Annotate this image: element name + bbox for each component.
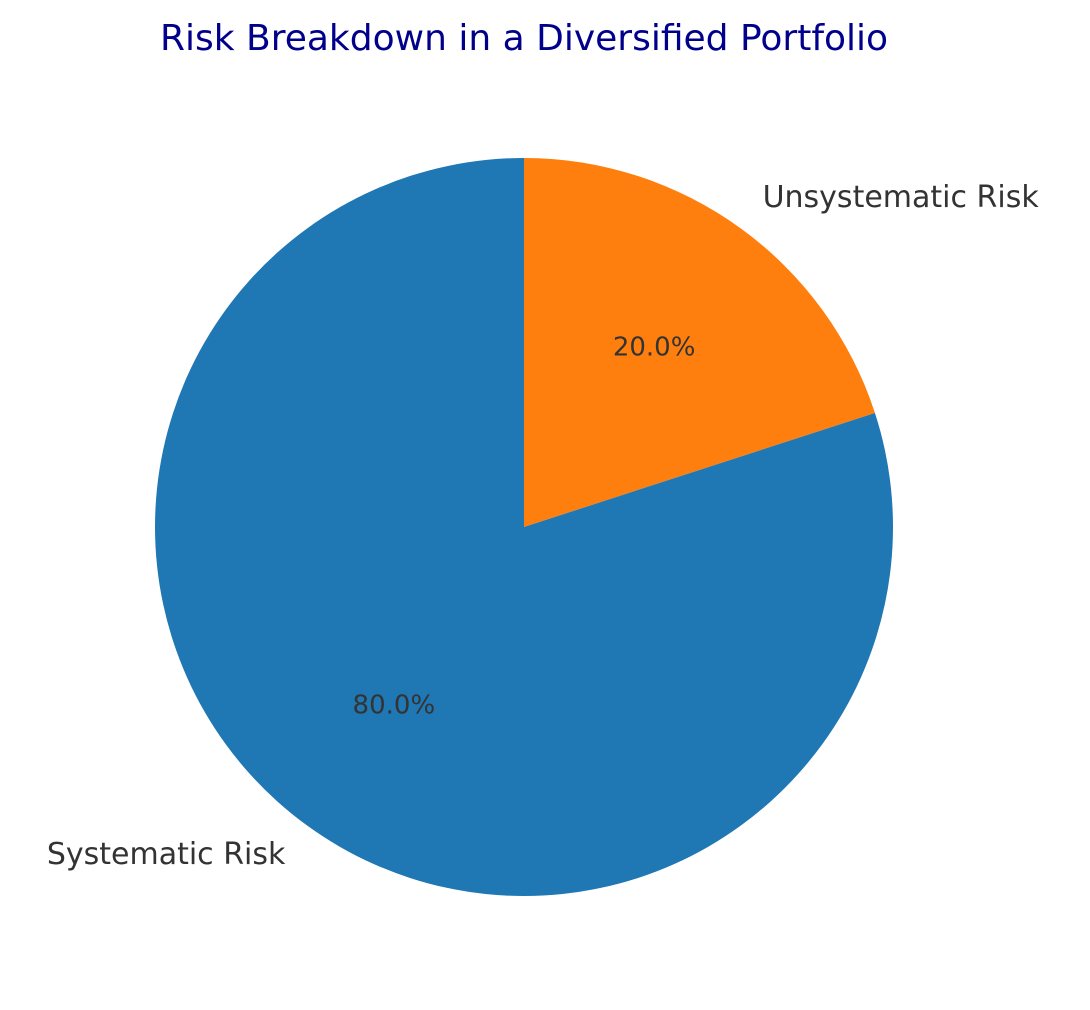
chart-title: Risk Breakdown in a Diversified Portfoli… <box>160 18 888 59</box>
slice-label: Unsystematic Risk <box>763 180 1040 215</box>
slice-label: Systematic Risk <box>47 837 286 872</box>
slice-percentage-label: 80.0% <box>353 691 436 721</box>
pie-slice-systematic-risk <box>155 158 894 896</box>
pie-slices <box>155 158 894 896</box>
slice-percentage-label: 20.0% <box>613 332 696 362</box>
pie-labels: Unsystematic Risk 20.0% Systematic Risk 80.… <box>47 180 1039 872</box>
pie-slice-unsystematic-risk <box>524 158 875 527</box>
